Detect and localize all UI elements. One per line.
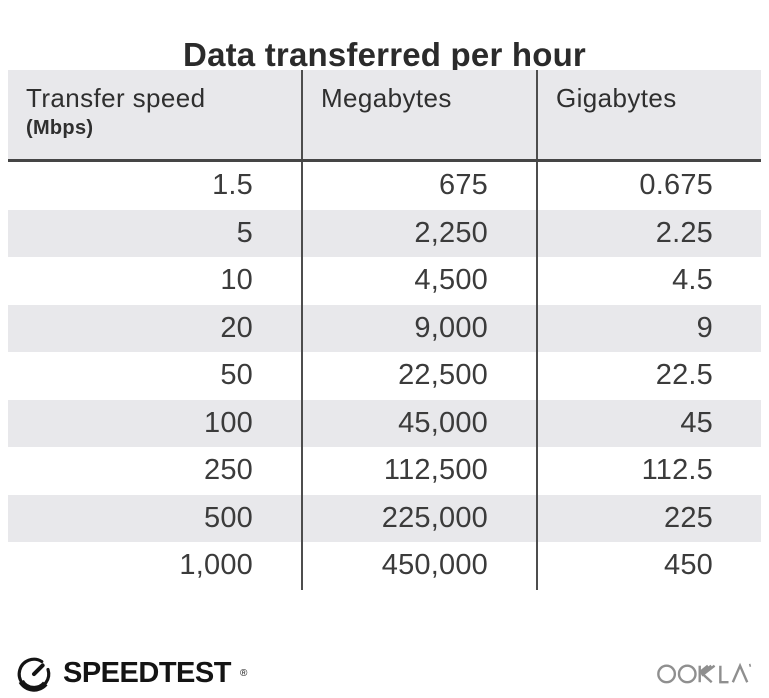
table-cell: 22.5: [655, 359, 713, 392]
page-title: Data transferred per hour: [183, 36, 586, 74]
table-cell: 112.5: [641, 454, 713, 487]
table-cell: 500: [8, 494, 303, 542]
column-header-gigabytes: Gigabytes: [556, 83, 677, 113]
table-cell: 4.5: [672, 264, 713, 297]
table-cell: 2,250: [303, 209, 538, 257]
speedometer-gauge-icon: [17, 657, 51, 692]
table-cell: 0.675: [639, 169, 713, 202]
table-cell: 2.25: [538, 209, 761, 257]
table-cell: 5: [8, 209, 303, 257]
footer: SPEEDTEST ® OOKLA: [14, 648, 753, 698]
table-cell: 450,000: [303, 542, 538, 590]
table-cell: 20: [8, 304, 303, 352]
table-cell: 450: [664, 549, 713, 582]
column-header-unit: (Mbps): [26, 117, 94, 139]
table-cell: 22,500: [303, 352, 538, 400]
table-cell: 225: [538, 494, 761, 542]
table-cell: 4,500: [303, 257, 538, 305]
column-header-transfer-speed: Transfer speed (Mbps): [8, 70, 303, 159]
speedtest-logo: SPEEDTEST ®: [14, 653, 247, 693]
speedtest-wordmark: SPEEDTEST: [63, 656, 231, 689]
ookla-wordmark: [657, 662, 752, 684]
column-header-label: Transfer speed: [26, 83, 206, 113]
table-cell: 100: [8, 399, 303, 447]
table-body: 1.5 675 0.675 5 2,250 2.25 10 4,500 4.5 …: [8, 162, 761, 590]
table-cell: 9: [538, 304, 761, 352]
ookla-logo: OOKLA: [657, 658, 753, 688]
table-cell: 9,000: [303, 304, 538, 352]
table-cell: 112,500: [303, 447, 538, 495]
table-cell: 50: [8, 352, 303, 400]
table-cell: 45,000: [303, 399, 538, 447]
column-header-megabytes: Megabytes: [303, 70, 538, 159]
table-cell: 675: [303, 162, 538, 210]
table-cell: 1.5: [8, 162, 303, 210]
table-cell: 1,000: [8, 542, 303, 590]
table-cell: 45: [538, 399, 761, 447]
table-header-row: Transfer speed (Mbps) Megabytes Gigabyte…: [8, 70, 761, 162]
table-cell: 10: [8, 257, 303, 305]
registered-trademark-mark: ®: [239, 667, 248, 679]
table-cell: 250: [8, 447, 303, 495]
data-table: Transfer speed (Mbps) Megabytes Gigabyte…: [8, 70, 761, 590]
table-cell: 225,000: [303, 494, 538, 542]
